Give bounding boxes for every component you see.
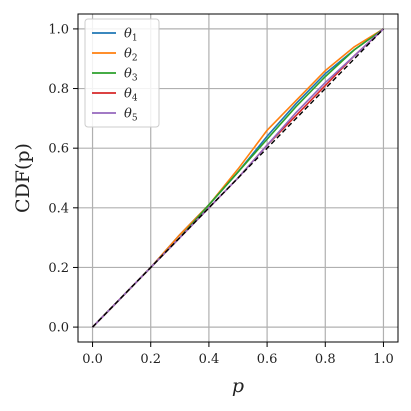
legend-label-symbol: θ — [124, 87, 132, 102]
legend-label-symbol: θ — [124, 27, 132, 42]
legend-label-subscript: 5 — [132, 114, 138, 124]
legend-box — [84, 18, 160, 128]
x-tick-label: 0.4 — [199, 352, 220, 367]
x-axis: 0.0 0.2 0.4 0.6 0.8 1.0 — [82, 342, 394, 367]
plot-frame — [77, 13, 399, 343]
x-tick-label: 0.8 — [315, 352, 336, 367]
legend-label: θ2 — [124, 47, 138, 64]
legend-label-subscript: 1 — [132, 34, 138, 44]
legend-label-symbol: θ — [124, 47, 132, 62]
legend-label-symbol: θ — [124, 107, 132, 122]
legend-label: θ3 — [124, 67, 138, 84]
y-tick-label: 0.2 — [48, 261, 69, 276]
y-tick-label: 0.8 — [48, 82, 69, 97]
y-tick-label: 0.6 — [48, 142, 69, 157]
y-axis: 0.0 0.2 0.4 0.6 0.8 1.0 — [48, 22, 78, 336]
reference-diagonal-line — [92, 28, 384, 328]
grid — [78, 14, 398, 342]
legend-label: θ4 — [124, 87, 138, 104]
x-tick-label: 0.6 — [257, 352, 278, 367]
y-tick-label: 0.4 — [48, 201, 69, 216]
y-tick-label: 1.0 — [48, 22, 69, 37]
legend-label-symbol: θ — [124, 67, 132, 82]
x-tick-label: 0.2 — [140, 352, 161, 367]
reference-layer — [92, 28, 384, 328]
legend-label-subscript: 2 — [132, 54, 138, 64]
x-axis-label: p — [232, 375, 244, 397]
legend-label-subscript: 3 — [132, 74, 138, 84]
legend-label: θ5 — [124, 107, 138, 124]
legend-label-subscript: 4 — [132, 94, 138, 104]
y-axis-label: CDF(p) — [12, 143, 34, 213]
legend-label: θ1 — [124, 27, 138, 44]
x-tick-label: 1.0 — [373, 352, 394, 367]
x-tick-label: 0.0 — [82, 352, 103, 367]
y-tick-label: 0.0 — [48, 321, 69, 336]
